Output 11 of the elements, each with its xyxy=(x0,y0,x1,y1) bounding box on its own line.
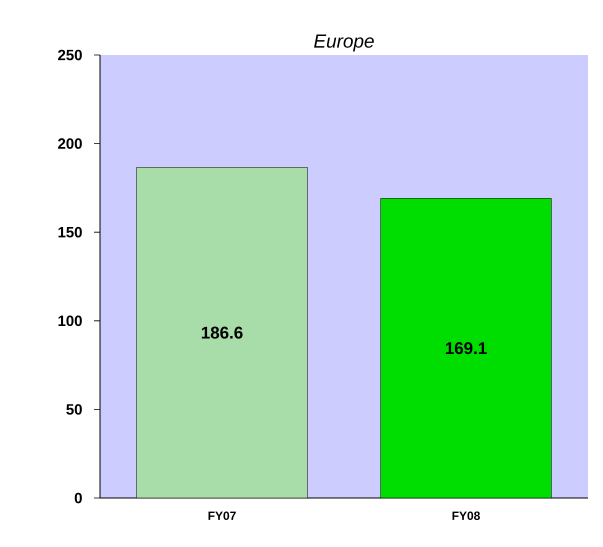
y-tick-label: 50 xyxy=(66,404,82,415)
data-label: 186.6 xyxy=(202,326,243,339)
data-label: 169.1 xyxy=(446,342,487,354)
y-tick-label: 100 xyxy=(58,316,82,326)
x-tick-label: FY08 xyxy=(452,512,480,520)
y-tick-label: 250 xyxy=(58,50,82,60)
x-tick-label: FY07 xyxy=(208,512,236,520)
chart-title: Europe xyxy=(314,34,374,52)
y-tick-label: 150 xyxy=(58,226,82,238)
y-tick-label: 200 xyxy=(58,138,82,149)
y-tick-label: 0 xyxy=(74,492,82,504)
